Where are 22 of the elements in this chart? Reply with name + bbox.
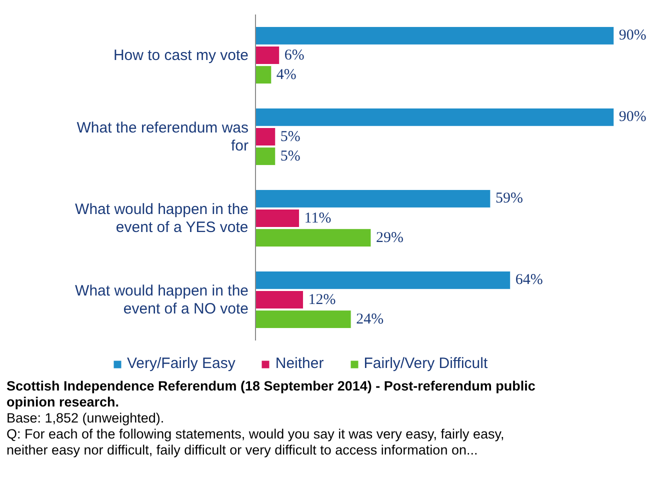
- y-tick-label: What would happen in the event of a NO vote: [75, 282, 249, 318]
- data-label: 24%: [356, 311, 384, 328]
- data-label: 59%: [495, 190, 523, 207]
- y-tick-label: What the referendum was for: [76, 119, 249, 154]
- legend-label: Fairly/Very Difficult: [364, 355, 488, 372]
- data-label: 12%: [308, 292, 336, 308]
- data-label: 90%: [618, 109, 646, 126]
- data-label: 5%: [280, 128, 300, 145]
- text: Scottish Independence Referendum (18 September 2014) - Post-referendum public opinion research.: [6, 378, 536, 410]
- data-label: 6%: [284, 47, 304, 64]
- data-label: 90%: [618, 28, 646, 44]
- y-tick-label: How to cast my vote: [113, 46, 249, 64]
- y-tick-label: What would happen in the event of a YES vote: [75, 200, 248, 236]
- data-label: 64%: [515, 272, 543, 288]
- legend-label: Very/Fairly Easy: [127, 355, 236, 372]
- text: Q: For each of the following statements, would you say it was very easy, fairly easy, neither easy nor difficult, faily difficult or very difficult to access information on...: [6, 426, 504, 458]
- data-label: 5%: [280, 148, 300, 164]
- data-label: 4%: [276, 66, 296, 83]
- data-label: 11%: [304, 210, 332, 226]
- text: Base: 1,852 (unweighted).: [6, 410, 164, 426]
- legend-label: Neither: [275, 355, 324, 372]
- data-label: 29%: [376, 230, 404, 246]
